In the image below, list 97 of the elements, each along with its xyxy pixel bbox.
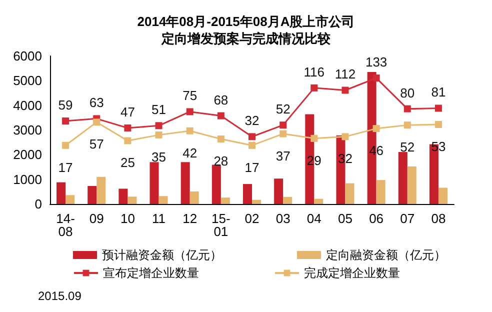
point	[62, 118, 70, 125]
data-label: 52	[400, 140, 415, 155]
x-tick-label: 05	[338, 211, 352, 226]
bar	[252, 200, 261, 204]
point	[280, 130, 287, 138]
bar	[88, 186, 97, 204]
x-tick-label: 03	[276, 211, 290, 226]
legend-label: 宣布定增企业数量	[103, 266, 199, 280]
data-label: 80	[400, 85, 415, 100]
bar	[128, 196, 137, 204]
chart-subtitle: 定向增发预案与完成情况比较	[160, 31, 332, 46]
x-tick-label: 11	[152, 211, 166, 226]
bar	[345, 183, 354, 204]
data-label: 42	[182, 145, 198, 160]
legend-label: 完成定增企业数量	[304, 266, 400, 280]
point	[372, 74, 380, 82]
bar	[150, 162, 159, 204]
data-label: 133	[365, 54, 388, 70]
point	[342, 86, 349, 94]
bar	[56, 182, 66, 204]
bar	[398, 152, 408, 204]
point	[155, 122, 162, 130]
bar	[158, 196, 168, 204]
y-tick-label: 4000	[13, 98, 42, 113]
data-label: 68	[214, 92, 228, 108]
data-label: 112	[334, 66, 356, 82]
point	[155, 131, 162, 138]
y-tick-label: 6000	[13, 48, 42, 64]
bar	[190, 191, 199, 204]
y-tick-label: 2000	[13, 147, 42, 162]
y-tick-label: 5000	[13, 73, 42, 88]
point	[217, 112, 224, 120]
x-tick-label: 08	[431, 211, 446, 226]
bar	[283, 196, 292, 204]
point	[434, 120, 442, 128]
x-tick-label: 07	[400, 211, 415, 226]
y-tick-label: 1000	[13, 172, 42, 187]
point	[186, 127, 194, 134]
bar	[274, 178, 284, 204]
point	[248, 142, 256, 149]
data-label: 25	[120, 155, 135, 170]
bar	[438, 188, 448, 204]
bar	[314, 198, 324, 204]
x-tick-label: 14-08	[56, 211, 75, 239]
data-label: 52	[276, 102, 290, 117]
point	[93, 118, 100, 126]
data-label: 35	[152, 149, 166, 164]
data-label: 63	[89, 95, 104, 110]
data-label: 75	[182, 88, 198, 104]
chart-title: 2014年08月-2015年08月A股上市公司	[137, 14, 355, 29]
x-tick-label: 02	[244, 211, 260, 226]
x-tick-label: 04	[306, 211, 322, 226]
x-tick-label: 15-01	[212, 211, 230, 239]
point	[217, 135, 224, 142]
text: 2015.09	[38, 289, 82, 303]
point	[404, 122, 411, 129]
data-label: 116	[304, 64, 325, 80]
legend-label: 定向融资金额（亿元）	[326, 248, 446, 262]
data-label: 32	[244, 113, 260, 128]
point	[124, 137, 132, 144]
point	[280, 122, 287, 129]
x-tick-label: 12	[182, 211, 198, 226]
data-label: 17	[244, 160, 260, 175]
point	[248, 133, 256, 140]
data-label: 57	[89, 136, 104, 152]
y-tick-label: 0	[34, 196, 42, 212]
point	[62, 142, 70, 149]
data-label: 81	[431, 84, 446, 100]
point	[372, 125, 380, 132]
x-tick-label: 06	[369, 211, 384, 226]
point	[310, 134, 318, 142]
data-label: 51	[152, 102, 166, 118]
bar	[407, 166, 416, 204]
bar	[66, 195, 75, 204]
point	[124, 124, 132, 132]
bar	[180, 162, 190, 204]
point	[434, 104, 442, 112]
bar	[220, 198, 230, 204]
data-label: 28	[214, 153, 228, 168]
point	[342, 133, 349, 140]
y-tick-label: 3000	[13, 122, 42, 138]
data-label: 17	[58, 160, 73, 175]
legend-label: 预计融资金额（亿元）	[102, 248, 222, 262]
data-label: 37	[276, 148, 290, 164]
x-tick-label: 09	[89, 211, 104, 226]
bar	[212, 164, 221, 204]
x-tick-label: 10	[120, 211, 135, 226]
data-label: 59	[58, 98, 73, 113]
bar	[243, 184, 252, 204]
bar	[96, 176, 106, 204]
point	[404, 105, 411, 112]
bar	[376, 180, 386, 204]
data-label: 53	[431, 138, 446, 154]
point	[186, 108, 194, 116]
data-label: 47	[120, 104, 135, 120]
point	[310, 84, 318, 92]
bar	[118, 188, 128, 204]
